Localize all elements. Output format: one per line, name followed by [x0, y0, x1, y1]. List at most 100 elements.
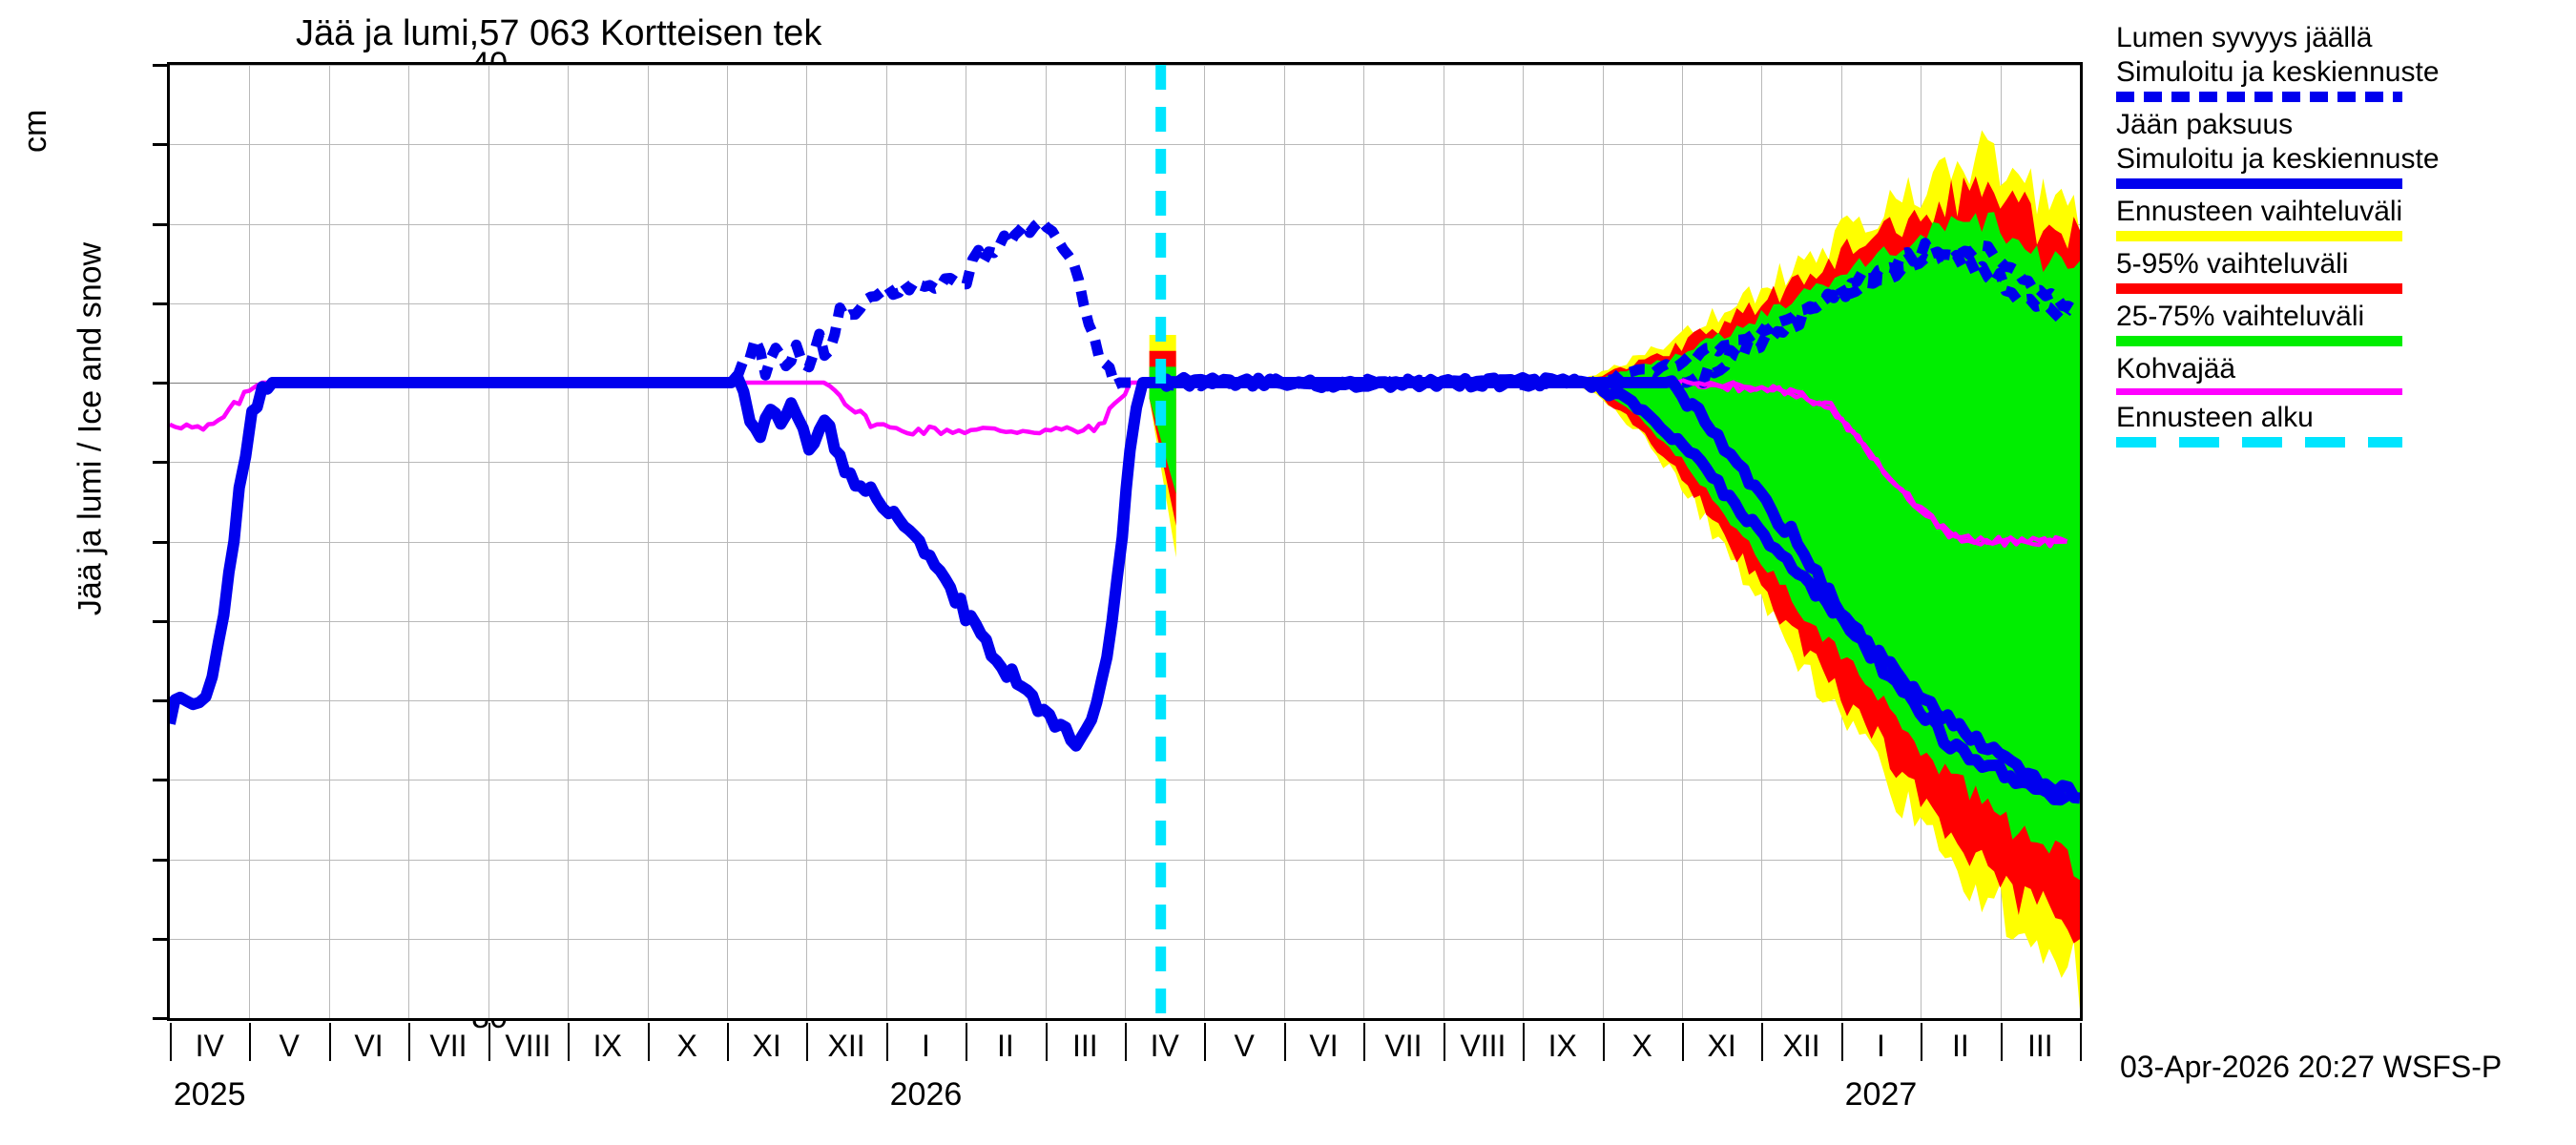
x-month-label: IV: [195, 1029, 224, 1063]
legend-item[interactable]: 5-95% vaihteluväli: [2116, 247, 2574, 294]
x-month-label: VI: [1309, 1029, 1339, 1063]
x-tick-separator: [1761, 1023, 1764, 1061]
series-kohvajaa: [170, 378, 2068, 549]
series-jaan-paksuus-forecast-median: [1155, 372, 2080, 804]
x-tick-separator: [1523, 1023, 1526, 1061]
gridline-v: [726, 65, 728, 1018]
y-axis-unit: cm: [17, 109, 53, 153]
y-tick-mark: [153, 619, 168, 623]
gridline-v: [249, 65, 251, 1018]
x-month-label: VII: [1384, 1029, 1423, 1063]
x-month-label: XI: [752, 1029, 781, 1063]
x-month-label: V: [279, 1029, 300, 1063]
x-tick-separator: [2000, 1023, 2003, 1061]
legend-item-title: Jään paksuus: [2116, 109, 2294, 140]
x-tick-separator: [249, 1023, 252, 1061]
gridline-v: [2000, 65, 2002, 1018]
y-tick-mark: [153, 1017, 168, 1020]
gridline-v: [408, 65, 410, 1018]
gridline-v: [1681, 65, 1683, 1018]
legend-item-subtitle: Simuloitu ja keskiennuste: [2116, 143, 2440, 175]
x-tick-separator: [1045, 1023, 1048, 1061]
x-tick-separator: [1602, 1023, 1605, 1061]
legend-item[interactable]: Kohvajää: [2116, 352, 2574, 395]
x-tick-separator: [726, 1023, 729, 1061]
x-tick-separator: [568, 1023, 571, 1061]
gridline-v: [1602, 65, 1604, 1018]
x-tick-separator: [1681, 1023, 1684, 1061]
legend-swatch: [2116, 336, 2402, 346]
legend-item[interactable]: Jään paksuus Simuloitu ja keskiennuste: [2116, 108, 2574, 189]
x-month-label: XII: [1782, 1029, 1820, 1063]
band-5-95: [1160, 176, 2080, 944]
x-tick-separator: [1840, 1023, 1843, 1061]
gridline-v: [488, 65, 489, 1018]
x-tick-separator: [647, 1023, 650, 1061]
x-tick-separator: [885, 1023, 888, 1061]
x-tick-separator: [1283, 1023, 1286, 1061]
legend-item[interactable]: 25-75% vaihteluväli: [2116, 300, 2574, 346]
x-tick-separator: [966, 1023, 968, 1061]
x-tick-separator: [2080, 1023, 2082, 1061]
y-tick-mark: [153, 779, 168, 782]
y-tick-mark: [153, 64, 168, 67]
y-tick-mark: [153, 461, 168, 465]
x-month-label: X: [1631, 1029, 1652, 1063]
gridline-v: [1761, 65, 1763, 1018]
plot-area: [167, 62, 2083, 1021]
gridline-v: [328, 65, 330, 1018]
x-year-label: 2026: [889, 1076, 963, 1113]
x-month-label: IX: [1548, 1029, 1577, 1063]
legend-swatch: [2116, 178, 2402, 189]
x-month-label: X: [676, 1029, 697, 1063]
band-spike-yellow: [1149, 335, 1176, 558]
x-year-label: 2025: [173, 1076, 246, 1113]
legend-item-title: 5-95% vaihteluväli: [2116, 248, 2349, 280]
y-tick-mark: [153, 858, 168, 862]
x-month-label: VIII: [1460, 1029, 1506, 1063]
series-jaan-paksuus: [170, 370, 2070, 806]
x-month-label: VIII: [505, 1029, 551, 1063]
y-tick-mark: [153, 302, 168, 305]
series-lumen-syvyys-forecast-median: [1159, 239, 2080, 392]
y-axis-title: Jää ja lumi / Ice and snow: [72, 241, 109, 616]
legend-item[interactable]: Ennusteen vaihteluväli: [2116, 195, 2574, 241]
gridline-v: [1125, 65, 1126, 1018]
x-tick-separator: [1921, 1023, 1923, 1061]
y-tick-mark: [153, 540, 168, 544]
legend-item-subtitle: Simuloitu ja keskiennuste: [2116, 56, 2440, 88]
gridline-v: [1840, 65, 1842, 1018]
legend-swatch: [2116, 92, 2402, 102]
x-month-label: I: [1877, 1029, 1885, 1063]
x-month-label: II: [1951, 1029, 1969, 1063]
legend-item-title: Kohvajää: [2116, 353, 2236, 385]
y-tick-mark: [153, 937, 168, 941]
x-tick-separator: [170, 1023, 172, 1061]
page-title: Jää ja lumi,57 063 Kortteisen tek: [296, 13, 822, 53]
y-tick-mark: [153, 382, 168, 385]
x-tick-separator: [1363, 1023, 1366, 1061]
x-month-label: IV: [1150, 1029, 1179, 1063]
x-month-label: V: [1234, 1029, 1255, 1063]
legend-item[interactable]: Lumen syvyys jäällä Simuloitu ja keskienn…: [2116, 21, 2574, 102]
x-tick-separator: [806, 1023, 809, 1061]
gridline-v: [1204, 65, 1206, 1018]
x-month-label: VII: [429, 1029, 467, 1063]
y-tick-mark: [153, 699, 168, 702]
gridline-h: [170, 1018, 2080, 1019]
x-tick-separator: [408, 1023, 411, 1061]
x-month-label: IX: [592, 1029, 622, 1063]
footer-timestamp: 03-Apr-2026 20:27 WSFS-P: [2120, 1050, 2503, 1084]
x-month-label: VI: [354, 1029, 384, 1063]
legend-item[interactable]: Ennusteen alku: [2116, 401, 2574, 448]
x-tick-separator: [488, 1023, 490, 1061]
gridline-v: [1523, 65, 1525, 1018]
x-month-label: III: [2026, 1029, 2053, 1063]
y-tick-mark: [153, 222, 168, 226]
x-month-label: II: [996, 1029, 1014, 1063]
legend-swatch: [2116, 437, 2402, 448]
gridline-v: [1921, 65, 1922, 1018]
gridline-v: [1045, 65, 1047, 1018]
x-month-label: XII: [827, 1029, 865, 1063]
